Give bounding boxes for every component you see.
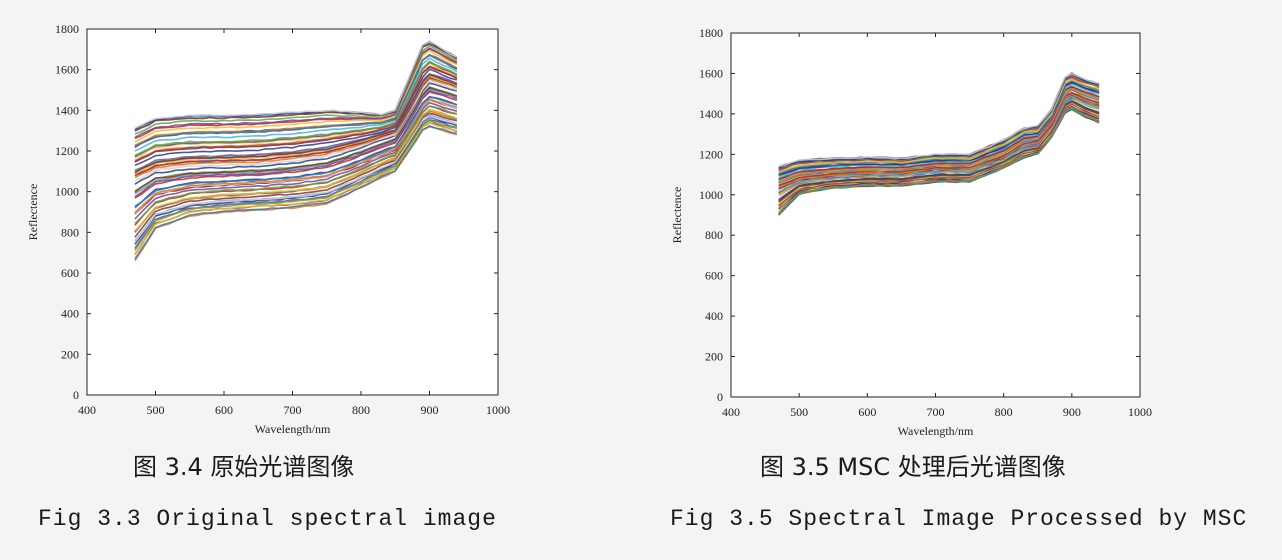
caption-en-original: Fig 3.3 Original spectral image	[38, 506, 497, 532]
x-axis-label: Wavelength/nm	[898, 424, 974, 438]
series-group	[134, 40, 458, 262]
caption-cn-original: 图 3.4 原始光谱图像	[133, 453, 355, 481]
series-line-10	[134, 115, 458, 243]
y-tick-label: 800	[61, 225, 79, 239]
x-axis-label: Wavelength/nm	[255, 422, 331, 436]
caption-en-msc: Fig 3.5 Spectral Image Processed by MSC	[670, 506, 1248, 532]
y-tick-label: 1200	[55, 144, 79, 158]
x-tick-label: 500	[790, 405, 808, 419]
series-line-47	[778, 83, 1100, 179]
series-line-33	[134, 75, 458, 177]
series-line-31	[778, 93, 1100, 189]
series-line-60	[778, 72, 1100, 168]
series-line-4	[134, 121, 458, 256]
chart-panel-msc: 400 500 600 700 800 900 1000 0 200 400 600 800 1000 1…	[640, 0, 1282, 532]
series-line-19	[778, 99, 1100, 201]
series-line-54	[778, 78, 1100, 173]
x-tick-label: 900	[1063, 405, 1081, 419]
y-tick-label: 1600	[699, 66, 723, 80]
y-tick-label: 1600	[55, 63, 79, 77]
y-tick-label: 1400	[699, 107, 723, 121]
series-line-41	[778, 87, 1100, 182]
y-tick-label: 1200	[699, 147, 723, 161]
x-tick-label: 800	[995, 405, 1013, 419]
series-line-33	[778, 92, 1100, 187]
caption-cn-msc: 图 3.5 MSC 处理后光谱图像	[760, 453, 1066, 481]
y-axis-label: Reflectence	[26, 184, 40, 241]
x-tick-label: 600	[858, 405, 876, 419]
x-tick-label: 700	[284, 403, 302, 417]
series-line-6	[134, 119, 458, 251]
series-line-16	[134, 105, 458, 224]
series-line-15	[134, 101, 458, 220]
series-line-28	[134, 86, 458, 193]
y-tick-label: 1400	[55, 103, 79, 117]
y-tick-label: 200	[61, 347, 79, 361]
y-tick-label: 1800	[699, 26, 723, 40]
y-tick-label: 200	[705, 350, 723, 364]
series-line-43	[134, 65, 458, 163]
series-line-55	[134, 47, 458, 139]
series-line-22	[134, 96, 458, 209]
y-tick-label: 400	[705, 309, 723, 323]
series-line-21	[134, 97, 458, 213]
x-tick-label: 900	[421, 403, 439, 417]
series-line-43	[778, 85, 1100, 180]
y-tick-label: 0	[717, 390, 723, 404]
x-tick-label: 700	[927, 405, 945, 419]
x-tick-label: 500	[147, 403, 165, 417]
series-line-25	[134, 89, 458, 198]
x-tick-label: 800	[352, 403, 370, 417]
chart-original-spectra: 400 500 600 700 800 900 1000 0 200 400 600 800 1000 1…	[26, 22, 510, 436]
y-tick-label: 1800	[55, 22, 79, 36]
series-line-6	[778, 107, 1100, 215]
x-tick-label: 400	[722, 405, 740, 419]
series-line-14	[134, 109, 458, 232]
y-tick-label: 400	[61, 307, 79, 321]
y-tick-label: 800	[705, 228, 723, 242]
series-line-46	[134, 60, 458, 157]
y-tick-label: 1000	[699, 188, 723, 202]
y-tick-label: 600	[61, 266, 79, 280]
series-group	[778, 72, 1100, 216]
chart-panel-original: 400 500 600 700 800 900 1000 0 200 400 600 800 1000 1…	[0, 0, 640, 532]
y-axis-label: Reflectence	[670, 187, 684, 244]
x-tick-label: 1000	[1128, 405, 1152, 419]
x-tick-label: 1000	[486, 403, 510, 417]
series-line-60	[134, 40, 458, 129]
y-tick-label: 0	[73, 388, 79, 402]
series-line-47	[134, 57, 458, 152]
y-tick-label: 600	[705, 269, 723, 283]
y-tick-label: 1000	[55, 185, 79, 199]
series-line-39	[134, 68, 458, 167]
x-tick-label: 600	[215, 403, 233, 417]
chart-msc-spectra: 400 500 600 700 800 900 1000 0 200 400 600 800 1000 1…	[670, 26, 1152, 438]
series-line-52	[134, 54, 458, 148]
series-line-38	[134, 73, 458, 174]
x-tick-label: 400	[78, 403, 96, 417]
